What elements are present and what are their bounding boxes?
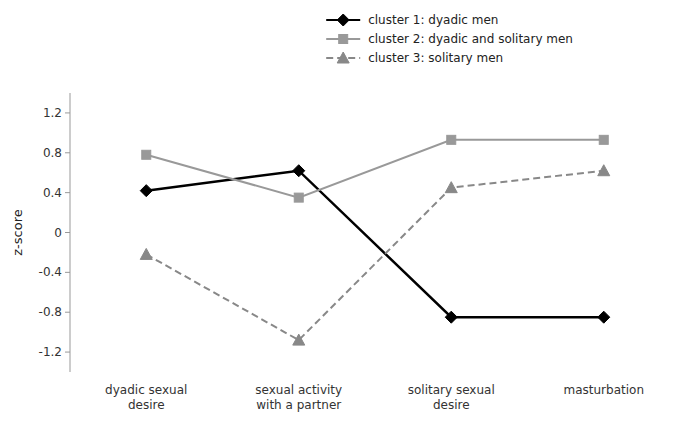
y-tick-label: -0.4 (39, 265, 62, 279)
marker (445, 182, 457, 193)
y-tick-label: 1.2 (43, 106, 62, 120)
legend-label: cluster 1: dyadic men (368, 13, 498, 27)
y-tick-label: -1.2 (39, 345, 62, 359)
y-tick (65, 352, 70, 353)
marker (599, 135, 608, 144)
legend: cluster 1: dyadic men cluster 2: dyadic a… (326, 13, 573, 65)
plot-area (140, 135, 610, 345)
marker (293, 334, 305, 345)
marker (140, 248, 152, 259)
x-tick-label: masturbation (564, 383, 645, 397)
y-tick (65, 312, 70, 313)
y-tick (65, 272, 70, 273)
series-line (146, 171, 604, 317)
series-line (146, 171, 604, 340)
y-axis-label: z-score (10, 209, 25, 255)
marker (447, 135, 456, 144)
y-tick (65, 232, 70, 233)
legend-label: cluster 3: solitary men (368, 51, 503, 65)
y-tick (65, 192, 70, 193)
marker (294, 193, 303, 202)
series-line (146, 140, 604, 198)
y-tick-label: 0 (54, 226, 62, 240)
y-tick (65, 112, 70, 113)
chart: -1.2 -0.8 -0.4 0 0.4 0.8 1.2 z-score dyadic sexu… (0, 0, 699, 436)
y-tick-label: -0.8 (39, 305, 62, 319)
legend-marker (337, 14, 349, 26)
marker (293, 165, 305, 177)
y-tick (65, 152, 70, 153)
marker (445, 311, 457, 323)
legend-marker (337, 52, 349, 63)
y-tick-label: 0.8 (43, 146, 62, 160)
marker (598, 311, 610, 323)
legend-label: cluster 2: dyadic and solitary men (368, 32, 573, 46)
legend-marker (339, 35, 348, 44)
marker (142, 150, 151, 159)
x-tick-label: sexual activitywith a partner (255, 383, 342, 412)
x-tick-label: solitary sexualdesire (408, 383, 495, 412)
x-tick-label: dyadic sexualdesire (105, 383, 187, 412)
marker (598, 165, 610, 176)
y-tick-label: 0.4 (43, 186, 62, 200)
marker (140, 185, 152, 197)
